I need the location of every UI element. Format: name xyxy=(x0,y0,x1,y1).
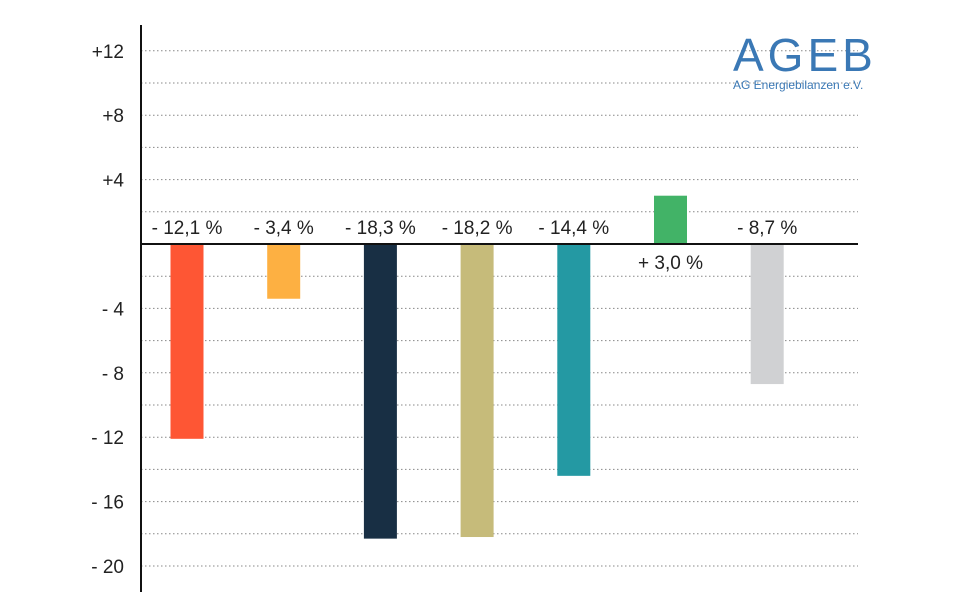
logo-title: AGEB xyxy=(733,29,877,81)
bar xyxy=(267,244,301,299)
bars xyxy=(170,195,784,539)
y-tick-label: - 12 xyxy=(91,428,124,449)
y-tick-label: - 4 xyxy=(102,299,125,320)
data-label: - 3,4 % xyxy=(254,218,314,239)
bar xyxy=(750,244,784,385)
data-label: - 18,3 % xyxy=(345,218,416,239)
data-labels: - 12,1 % - 3,4 % - 18,3 % - 18,2 % - 14,4 % +… xyxy=(152,218,798,274)
data-label: - 14,4 % xyxy=(538,218,609,239)
y-tick-label: +12 xyxy=(92,42,124,63)
y-axis-tick-labels: +12 +8 +4 - 4 - 8 - 12 - 16 - 20 xyxy=(91,42,124,578)
grid-lines xyxy=(141,50,858,567)
y-tick-label: - 16 xyxy=(91,493,124,514)
data-label: + 3,0 % xyxy=(638,253,703,274)
data-label: - 12,1 % xyxy=(152,218,223,239)
y-tick-label: - 8 xyxy=(102,364,124,385)
bar xyxy=(170,244,204,439)
logo-subtitle: AG Energiebilanzen e.V. xyxy=(733,78,864,92)
bar xyxy=(460,244,494,538)
data-label: - 8,7 % xyxy=(737,218,797,239)
bar xyxy=(363,244,397,539)
bar xyxy=(557,244,591,476)
y-tick-label: +8 xyxy=(102,106,124,127)
data-label: - 18,2 % xyxy=(442,218,513,239)
y-tick-label: +4 xyxy=(102,171,124,192)
y-tick-label: - 20 xyxy=(91,557,124,578)
ageb-logo: AGEB AG Energiebilanzen e.V. xyxy=(733,29,877,92)
bar xyxy=(654,195,687,244)
